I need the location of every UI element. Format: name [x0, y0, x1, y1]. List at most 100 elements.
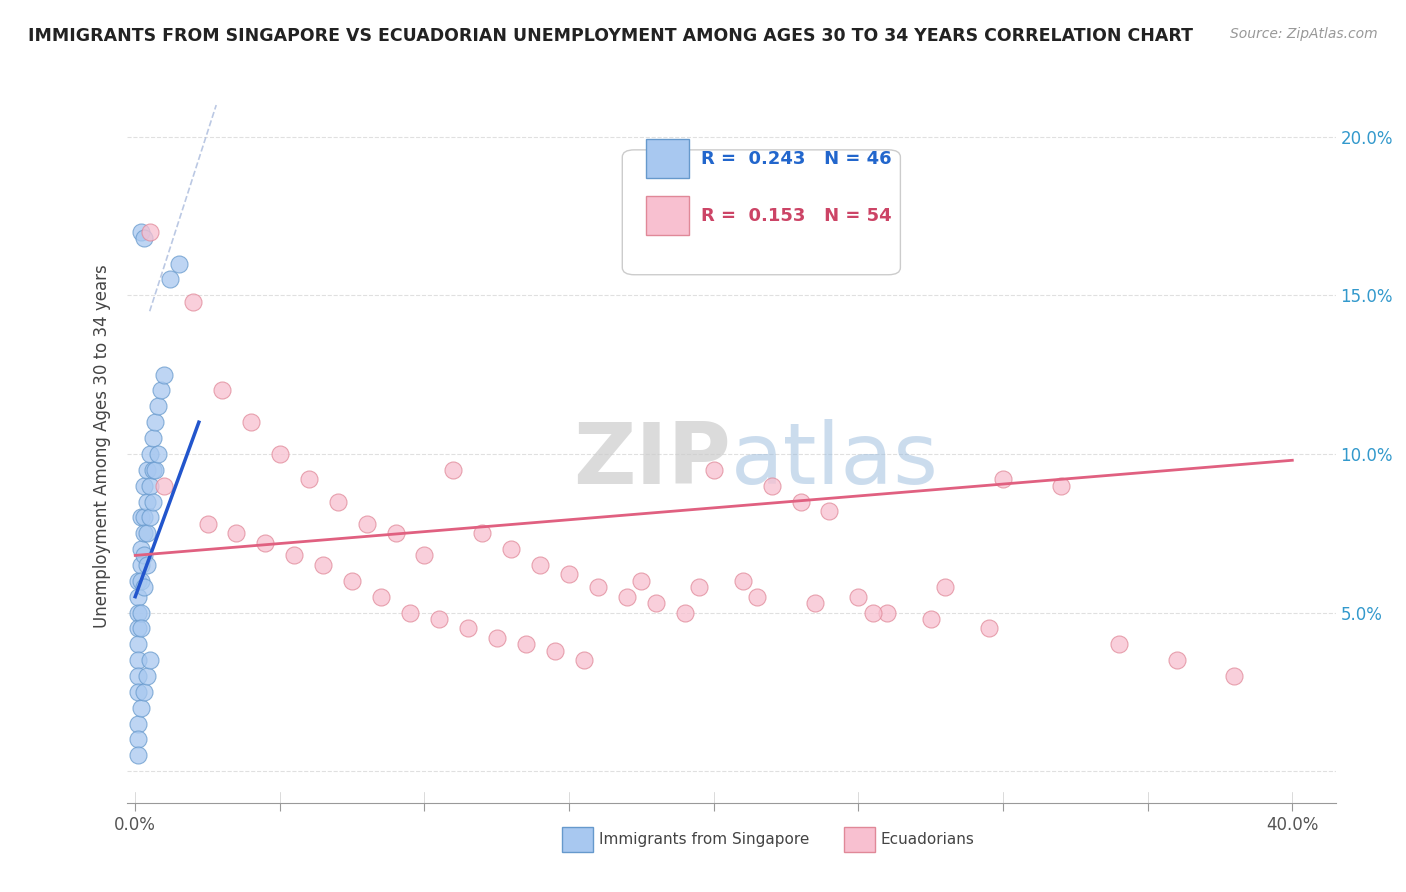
Point	[129, 558, 152, 572]
Point	[127, 653, 149, 667]
Point	[225, 526, 247, 541]
Point	[129, 574, 152, 588]
Point	[427, 612, 450, 626]
Point	[127, 669, 149, 683]
Point	[129, 542, 152, 557]
Point	[645, 596, 668, 610]
Point	[457, 621, 479, 635]
Point	[127, 685, 149, 699]
Point	[129, 621, 152, 635]
Point	[254, 535, 277, 549]
Point	[150, 384, 173, 398]
Point	[747, 590, 769, 604]
Point	[211, 384, 233, 398]
Point	[135, 669, 157, 683]
Point	[135, 494, 157, 508]
Text: R =  0.153   N = 54: R = 0.153 N = 54	[700, 207, 891, 225]
Text: ZIP: ZIP	[574, 418, 731, 502]
Point	[135, 463, 157, 477]
Point	[630, 574, 652, 588]
Point	[148, 447, 170, 461]
Point	[138, 478, 160, 492]
Point	[370, 590, 392, 604]
Point	[127, 621, 149, 635]
Point	[501, 542, 523, 557]
FancyBboxPatch shape	[647, 196, 689, 235]
Point	[132, 526, 155, 541]
Point	[127, 748, 149, 763]
Point	[129, 606, 152, 620]
Point	[129, 510, 152, 524]
Point	[1223, 669, 1246, 683]
Point	[934, 580, 956, 594]
Text: Ecuadorians: Ecuadorians	[880, 832, 974, 847]
FancyBboxPatch shape	[647, 139, 689, 178]
Point	[1050, 478, 1073, 492]
Point	[673, 606, 696, 620]
Point	[132, 549, 155, 563]
Point	[197, 516, 219, 531]
Point	[688, 580, 710, 594]
Point	[132, 580, 155, 594]
Point	[269, 447, 291, 461]
Y-axis label: Unemployment Among Ages 30 to 34 years: Unemployment Among Ages 30 to 34 years	[93, 264, 111, 628]
Point	[977, 621, 1000, 635]
Point	[298, 472, 321, 486]
Point	[529, 558, 551, 572]
Point	[145, 415, 167, 429]
Point	[848, 590, 870, 604]
Point	[127, 590, 149, 604]
Text: R =  0.243   N = 46: R = 0.243 N = 46	[700, 150, 891, 168]
Text: Immigrants from Singapore: Immigrants from Singapore	[599, 832, 810, 847]
Text: Source: ZipAtlas.com: Source: ZipAtlas.com	[1230, 27, 1378, 41]
Point	[127, 637, 149, 651]
Point	[441, 463, 464, 477]
Point	[138, 447, 160, 461]
Point	[132, 685, 155, 699]
Point	[138, 510, 160, 524]
Point	[991, 472, 1014, 486]
Point	[356, 516, 378, 531]
Point	[127, 716, 149, 731]
Point	[789, 494, 811, 508]
Point	[804, 596, 827, 610]
Point	[129, 225, 152, 239]
Text: atlas: atlas	[731, 418, 939, 502]
Point	[1166, 653, 1188, 667]
Point	[153, 478, 176, 492]
Point	[129, 700, 152, 714]
Point	[818, 504, 841, 518]
Point	[399, 606, 422, 620]
Point	[340, 574, 363, 588]
Point	[586, 580, 609, 594]
Point	[572, 653, 595, 667]
Point	[283, 549, 305, 563]
Point	[703, 463, 725, 477]
Point	[761, 478, 783, 492]
Point	[326, 494, 349, 508]
Point	[558, 567, 581, 582]
Point	[142, 494, 165, 508]
Point	[142, 431, 165, 445]
Point	[181, 294, 204, 309]
Point	[132, 231, 155, 245]
Point	[384, 526, 406, 541]
Point	[132, 510, 155, 524]
Point	[312, 558, 335, 572]
Point	[135, 558, 157, 572]
Point	[167, 257, 190, 271]
Point	[138, 225, 160, 239]
Point	[153, 368, 176, 382]
Text: IMMIGRANTS FROM SINGAPORE VS ECUADORIAN UNEMPLOYMENT AMONG AGES 30 TO 34 YEARS C: IMMIGRANTS FROM SINGAPORE VS ECUADORIAN …	[28, 27, 1194, 45]
Point	[142, 463, 165, 477]
Point	[731, 574, 754, 588]
Point	[138, 653, 160, 667]
Point	[471, 526, 494, 541]
Point	[515, 637, 537, 651]
Point	[616, 590, 638, 604]
Point	[159, 272, 181, 286]
Point	[132, 478, 155, 492]
Point	[413, 549, 436, 563]
Point	[920, 612, 942, 626]
Point	[543, 643, 565, 657]
